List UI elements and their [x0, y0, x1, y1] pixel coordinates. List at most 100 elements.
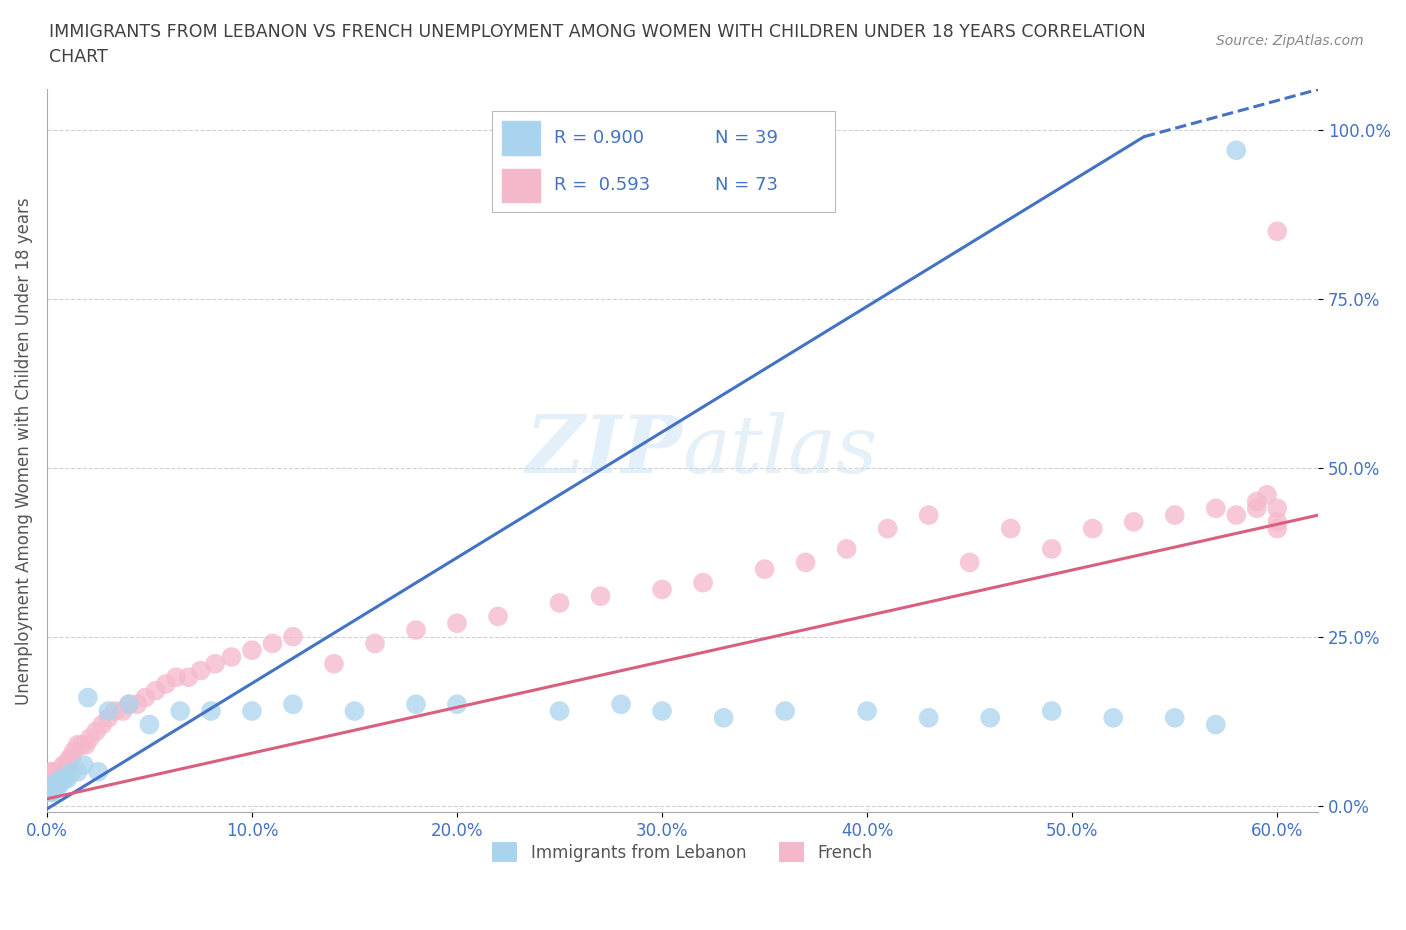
Point — [38, 785, 60, 800]
Point — [48, 777, 70, 792]
Point — [651, 704, 673, 719]
Point — [70, 737, 93, 752]
Point — [405, 622, 427, 637]
Point — [240, 704, 263, 719]
Point — [204, 657, 226, 671]
Point — [773, 704, 796, 719]
Point — [77, 690, 100, 705]
Point — [46, 771, 69, 786]
Point — [856, 704, 879, 719]
Point — [169, 704, 191, 719]
Point — [38, 777, 60, 792]
Point — [1225, 143, 1247, 158]
Point — [38, 771, 60, 786]
Point — [1246, 494, 1268, 509]
Point — [794, 555, 817, 570]
Point — [281, 630, 304, 644]
Point — [1225, 508, 1247, 523]
Point — [651, 582, 673, 597]
Point — [46, 777, 69, 792]
Point — [97, 711, 120, 725]
Point — [589, 589, 612, 604]
Point — [446, 697, 468, 711]
Point — [42, 785, 65, 800]
Point — [979, 711, 1001, 725]
Point — [548, 595, 571, 610]
Point — [79, 731, 101, 746]
Point — [1122, 514, 1144, 529]
Point — [486, 609, 509, 624]
Point — [548, 704, 571, 719]
Point — [56, 758, 79, 773]
Point — [1246, 501, 1268, 516]
Point — [118, 697, 141, 711]
Point — [610, 697, 633, 711]
Point — [52, 758, 75, 773]
Point — [917, 711, 939, 725]
Point — [39, 785, 62, 800]
Point — [42, 764, 65, 779]
Point — [97, 704, 120, 719]
Point — [145, 684, 167, 698]
Y-axis label: Unemployment Among Women with Children Under 18 years: Unemployment Among Women with Children U… — [15, 197, 32, 705]
Point — [364, 636, 387, 651]
Text: atlas: atlas — [682, 412, 877, 489]
Point — [111, 704, 134, 719]
Point — [51, 771, 73, 786]
Text: Source: ZipAtlas.com: Source: ZipAtlas.com — [1216, 34, 1364, 48]
Point — [177, 670, 200, 684]
Point — [713, 711, 735, 725]
Point — [91, 717, 114, 732]
Point — [58, 751, 80, 765]
Point — [56, 771, 79, 786]
Point — [221, 649, 243, 664]
Text: IMMIGRANTS FROM LEBANON VS FRENCH UNEMPLOYMENT AMONG WOMEN WITH CHILDREN UNDER 1: IMMIGRANTS FROM LEBANON VS FRENCH UNEMPL… — [49, 23, 1146, 41]
Point — [165, 670, 187, 684]
Point — [44, 764, 66, 779]
Point — [38, 785, 60, 800]
Point — [1265, 521, 1288, 536]
Point — [1265, 514, 1288, 529]
Point — [103, 704, 125, 719]
Legend: Immigrants from Lebanon, French: Immigrants from Lebanon, French — [485, 835, 880, 870]
Point — [73, 758, 96, 773]
Text: ZIP: ZIP — [526, 412, 682, 489]
Point — [1164, 508, 1187, 523]
Point — [66, 737, 89, 752]
Point — [75, 737, 97, 752]
Point — [53, 771, 76, 786]
Point — [405, 697, 427, 711]
Point — [959, 555, 981, 570]
Point — [39, 771, 62, 786]
Point — [876, 521, 898, 536]
Point — [190, 663, 212, 678]
Point — [42, 777, 65, 792]
Point — [44, 777, 66, 792]
Point — [323, 657, 346, 671]
Point — [48, 771, 70, 786]
Point — [39, 785, 62, 800]
Point — [1256, 487, 1278, 502]
Point — [84, 724, 107, 738]
Point — [262, 636, 284, 651]
Point — [754, 562, 776, 577]
Point — [1265, 224, 1288, 239]
Point — [692, 576, 714, 591]
Point — [343, 704, 366, 719]
Point — [1040, 541, 1063, 556]
Point — [1040, 704, 1063, 719]
Point — [1205, 501, 1227, 516]
Point — [60, 751, 83, 765]
Point — [118, 697, 141, 711]
Point — [87, 764, 110, 779]
Point — [200, 704, 222, 719]
Point — [127, 697, 149, 711]
Point — [134, 690, 156, 705]
Point — [281, 697, 304, 711]
Point — [917, 508, 939, 523]
Point — [53, 758, 76, 773]
Point — [60, 764, 83, 779]
Point — [66, 764, 89, 779]
Point — [835, 541, 858, 556]
Text: CHART: CHART — [49, 48, 108, 66]
